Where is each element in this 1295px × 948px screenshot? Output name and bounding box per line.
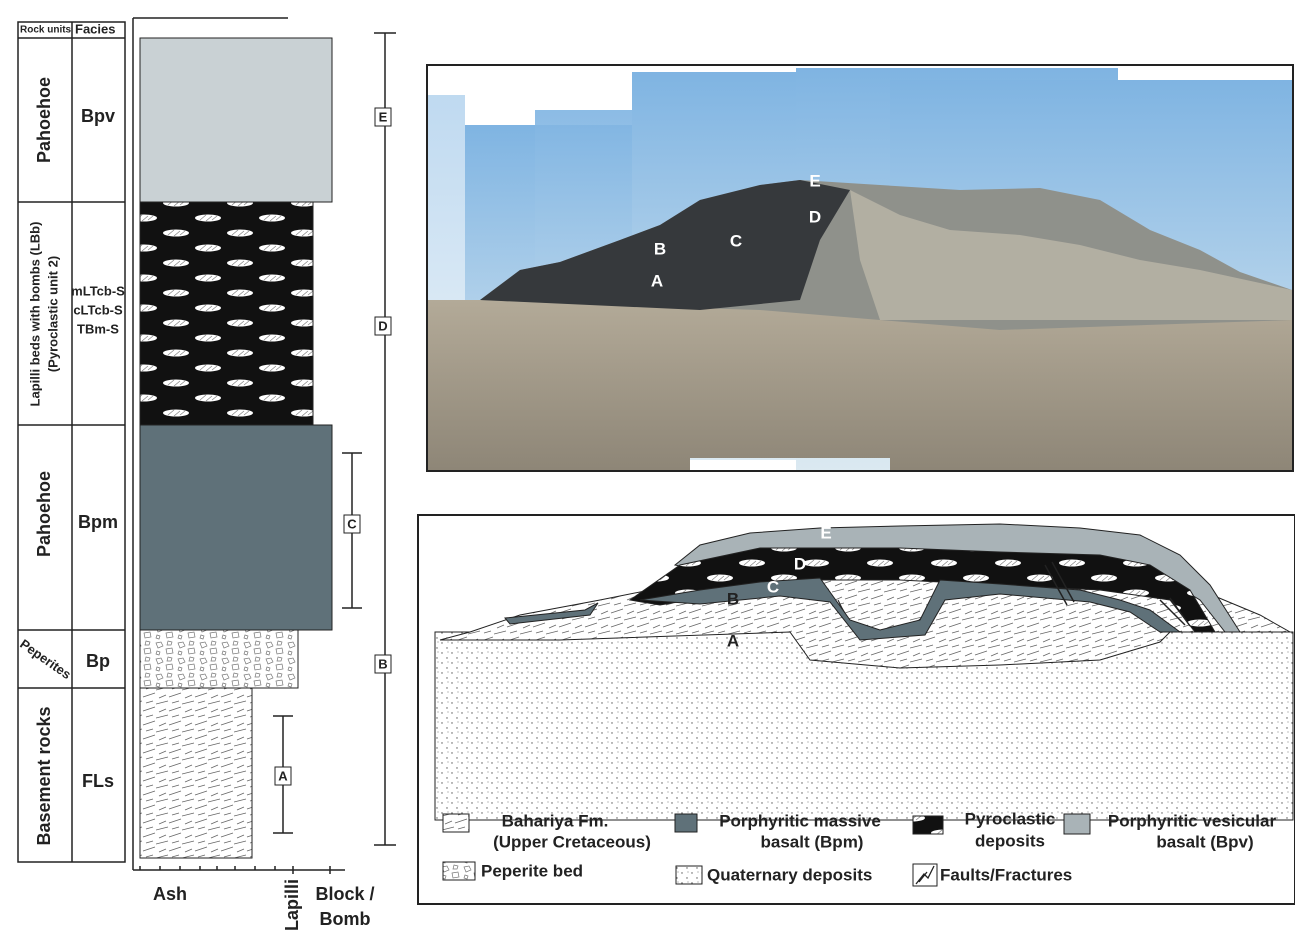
- photo-label: A: [651, 271, 663, 290]
- legend-label: Bahariya Fm.: [502, 811, 609, 830]
- legend-swatch: [676, 866, 702, 884]
- rock-unit: Peperites: [17, 636, 74, 682]
- facies: Bp: [86, 651, 110, 671]
- legend-swatch: [443, 814, 469, 832]
- header: Rock units: [20, 25, 72, 36]
- rock-unit: Pahoehoe: [34, 77, 54, 163]
- cross-section: E D C B A Bahariya Fm. (Upper Cretaceous…: [418, 515, 1295, 904]
- legend-label: Quaternary deposits: [707, 865, 872, 884]
- rock-unit: (Pyroclastic unit 2): [45, 256, 60, 372]
- figure: Rock units Facies Pahoehoe Lapilli beds …: [0, 0, 1295, 948]
- interval-label: D: [378, 318, 387, 333]
- legend-label: Porphyritic vesicular: [1108, 811, 1277, 830]
- page: Rock units Facies Pahoehoe Lapilli beds …: [0, 0, 1295, 948]
- photo-label: B: [654, 239, 666, 258]
- legend-swatch: [443, 862, 475, 880]
- fls-bed: [140, 688, 252, 858]
- bpm-bed: [140, 425, 332, 630]
- facies: mLTcb-S: [71, 283, 125, 298]
- bpv-bed: [140, 38, 332, 202]
- section-label: C: [767, 577, 779, 596]
- facies: Bpm: [78, 512, 118, 532]
- lbb-bed: [140, 202, 313, 425]
- grain-label: Lapilli: [282, 879, 302, 931]
- photo-panel: E D C B A: [427, 65, 1293, 471]
- interval-label: B: [378, 656, 387, 671]
- photo-label: D: [809, 207, 821, 226]
- rock-unit: Lapilli beds with bombs (LBb): [27, 222, 42, 407]
- section-label: A: [727, 631, 739, 650]
- facies: cLTcb-S: [73, 302, 123, 317]
- legend-label: Faults/Fractures: [940, 865, 1072, 884]
- grain-label: Block /: [315, 884, 374, 904]
- interval-label: A: [278, 768, 288, 783]
- legend-label: Porphyritic massive: [719, 811, 881, 830]
- interval-scale: [374, 33, 396, 845]
- legend-swatch: [913, 816, 943, 834]
- rock-unit: Pahoehoe: [34, 471, 54, 557]
- rock-unit: Basement rocks: [34, 706, 54, 845]
- bp-bed: [140, 630, 298, 688]
- legend-label: basalt (Bpv): [1156, 832, 1253, 851]
- facies: Bpv: [81, 106, 115, 126]
- interval-label: C: [347, 516, 357, 531]
- legend-swatch: [675, 814, 697, 832]
- strat-column: Rock units Facies Pahoehoe Lapilli beds …: [17, 18, 396, 931]
- legend-label: (Upper Cretaceous): [493, 832, 651, 851]
- interval-label: E: [379, 109, 388, 124]
- facies: FLs: [82, 771, 114, 791]
- section-label: D: [794, 554, 806, 573]
- legend-label: basalt (Bpm): [761, 832, 864, 851]
- photo-ground: [428, 300, 1292, 470]
- legend-label: Pyroclastic: [965, 809, 1056, 828]
- section-label: B: [727, 589, 739, 608]
- header: Facies: [75, 21, 115, 36]
- facies: TBm-S: [77, 321, 119, 336]
- photo-label: E: [809, 171, 820, 190]
- legend-label: Peperite bed: [481, 861, 583, 880]
- section-label: E: [820, 523, 831, 542]
- grain-label: Ash: [153, 884, 187, 904]
- legend-swatch: [1064, 814, 1090, 834]
- grain-label: Bomb: [320, 909, 371, 929]
- photo-label: C: [730, 231, 742, 250]
- legend-label: deposits: [975, 831, 1045, 850]
